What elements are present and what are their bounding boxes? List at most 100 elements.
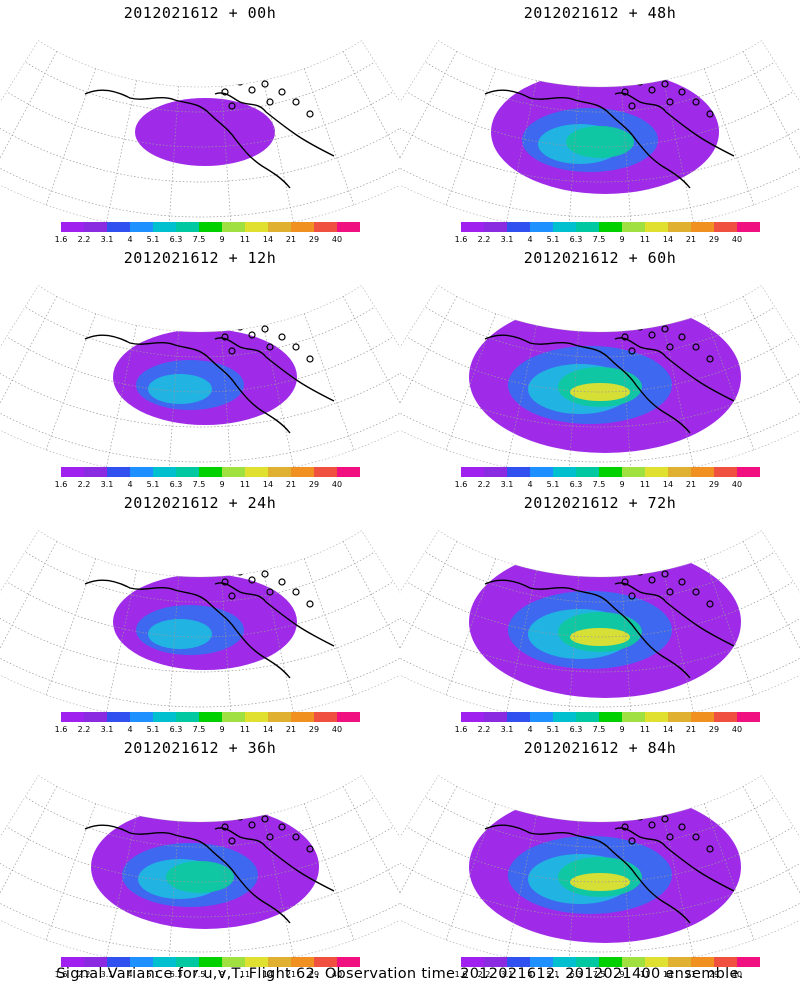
colorbar-tick-label: 5.1 bbox=[546, 235, 560, 244]
colorbar-swatch bbox=[222, 222, 245, 232]
coastline bbox=[614, 582, 735, 647]
island bbox=[278, 578, 286, 586]
colorbar-swatch bbox=[530, 712, 553, 722]
island bbox=[221, 88, 229, 96]
colorbar-swatch bbox=[291, 712, 314, 722]
coastline bbox=[84, 824, 291, 924]
colorbar-swatch bbox=[645, 467, 668, 477]
colorbar-swatch bbox=[691, 712, 714, 722]
variance-region bbox=[570, 383, 630, 401]
island bbox=[292, 343, 300, 351]
graticule-meridian bbox=[45, 68, 97, 205]
colorbar-swatch bbox=[691, 467, 714, 477]
colorbar-swatch bbox=[84, 467, 107, 477]
variance-region bbox=[566, 126, 634, 158]
graticule-arc bbox=[400, 530, 800, 708]
island bbox=[666, 98, 674, 106]
panel-title: 2012021612 + 84h bbox=[523, 739, 677, 757]
island bbox=[221, 823, 229, 831]
colorbar-tick-label: 29 bbox=[308, 970, 320, 979]
map-panel: 2012021612 + 12h 1.6 2.2 3.1 4 5.1 6.3 7.5 9 11 14… bbox=[0, 245, 400, 490]
colorbar-tick-label: 29 bbox=[708, 725, 720, 734]
colorbar-tick-label: 7.5 bbox=[192, 970, 206, 979]
colorbar-tick-label: 29 bbox=[308, 235, 320, 244]
colorbar-swatch bbox=[222, 712, 245, 722]
graticule-arc bbox=[0, 285, 400, 358]
graticule-meridian bbox=[45, 313, 97, 450]
map-panel: 2012021612 + 72h 1.6 2.2 3.1 4 5.1 6.3 7.5 9 11 14… bbox=[400, 490, 800, 735]
colorbar-labels: 1.6 2.2 3.1 4 5.1 6.3 7.5 9 11 14 21 29 40 bbox=[455, 235, 760, 245]
island bbox=[661, 80, 669, 88]
island bbox=[278, 88, 286, 96]
island bbox=[306, 845, 314, 853]
colorbar-tick-label: 29 bbox=[308, 725, 320, 734]
colorbar bbox=[61, 712, 360, 722]
colorbar-swatch bbox=[645, 222, 668, 232]
colorbar-tick-label: 21 bbox=[685, 235, 697, 244]
island bbox=[292, 833, 300, 841]
island bbox=[261, 325, 269, 333]
colorbar-tick-label: 11 bbox=[239, 235, 251, 244]
coastline bbox=[84, 579, 291, 679]
colorbar-swatch bbox=[714, 712, 737, 722]
graticule-arc bbox=[0, 530, 400, 603]
colorbar-tick-label: 4 bbox=[127, 725, 133, 734]
graticule-meridian bbox=[400, 296, 458, 425]
island bbox=[621, 823, 629, 831]
colorbar-tick-label: 29 bbox=[708, 480, 720, 489]
coastline bbox=[214, 827, 335, 892]
colorbar-tick-label: 5.1 bbox=[546, 725, 560, 734]
colorbar-tick-label: 6.3 bbox=[569, 480, 583, 489]
colorbar-tick-label: 7.5 bbox=[592, 725, 606, 734]
colorbar-swatch bbox=[507, 712, 530, 722]
colorbar-swatch bbox=[484, 467, 507, 477]
island bbox=[666, 588, 674, 596]
colorbar-tick-label: 2.2 bbox=[477, 970, 491, 979]
colorbar-swatch bbox=[84, 712, 107, 722]
colorbar-swatch bbox=[268, 957, 291, 967]
colorbar-swatch bbox=[176, 467, 199, 477]
coastline bbox=[484, 824, 691, 924]
colorbar-swatch bbox=[530, 222, 553, 232]
graticule-arc bbox=[400, 775, 800, 953]
colorbar-swatch bbox=[599, 467, 622, 477]
graticule-arc bbox=[400, 775, 800, 848]
colorbar-swatch bbox=[61, 222, 84, 232]
graticule-arc bbox=[400, 530, 800, 603]
colorbar-swatch bbox=[461, 957, 484, 967]
colorbar-swatch bbox=[314, 957, 337, 967]
colorbar-swatch bbox=[153, 957, 176, 967]
colorbar-tick-label: 14 bbox=[262, 235, 274, 244]
colorbar-swatch bbox=[599, 712, 622, 722]
coastline bbox=[84, 89, 291, 189]
island bbox=[648, 821, 656, 829]
colorbar-swatch bbox=[291, 222, 314, 232]
colorbar-swatch bbox=[461, 467, 484, 477]
island bbox=[692, 588, 700, 596]
island bbox=[692, 343, 700, 351]
coastline bbox=[214, 582, 335, 647]
coastline bbox=[614, 827, 735, 892]
island bbox=[266, 588, 274, 596]
panel-title: 2012021612 + 48h bbox=[523, 4, 677, 22]
graticule-meridian bbox=[445, 68, 497, 205]
island bbox=[221, 333, 229, 341]
colorbar-tick-label: 40 bbox=[331, 480, 343, 489]
island bbox=[661, 815, 669, 823]
island bbox=[278, 823, 286, 831]
island bbox=[306, 110, 314, 118]
colorbar-labels: 1.6 2.2 3.1 4 5.1 6.3 7.5 9 11 14 21 29 40 bbox=[455, 725, 760, 735]
colorbar-swatch bbox=[130, 222, 153, 232]
island bbox=[228, 837, 236, 845]
graticule-meridian bbox=[0, 541, 58, 670]
colorbar-tick-label: 4 bbox=[127, 480, 133, 489]
island bbox=[648, 86, 656, 94]
colorbar-swatch bbox=[668, 222, 691, 232]
colorbar-tick-label: 7.5 bbox=[192, 235, 206, 244]
graticule-arc bbox=[400, 285, 800, 463]
colorbar-tick-label: 40 bbox=[731, 725, 743, 734]
colorbar-tick-label: 2.2 bbox=[77, 725, 91, 734]
colorbar-tick-label: 7.5 bbox=[592, 480, 606, 489]
colorbar-swatch bbox=[61, 712, 84, 722]
graticule-arc bbox=[0, 775, 400, 848]
